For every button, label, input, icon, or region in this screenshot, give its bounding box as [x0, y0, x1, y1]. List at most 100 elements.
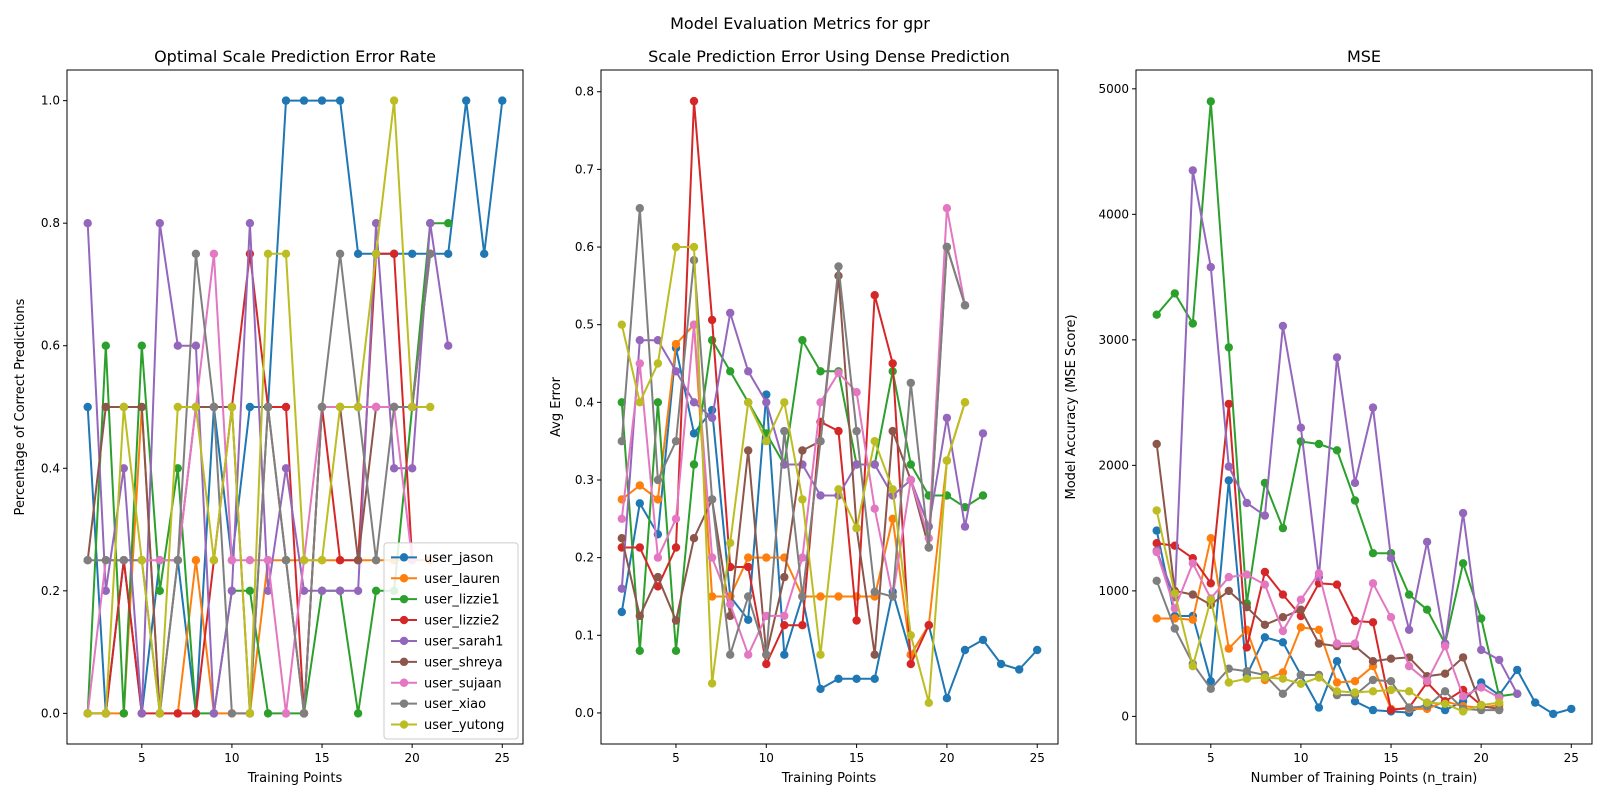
data-point: [942, 694, 952, 703]
data-point: [371, 402, 381, 412]
data-point: [335, 249, 345, 258]
data-point: [245, 402, 255, 412]
series-user_sujaan: [1152, 547, 1504, 702]
data-point: [1033, 645, 1042, 655]
data-point: [137, 341, 146, 350]
x-tick-label: 20: [1474, 751, 1489, 765]
data-point: [263, 709, 273, 718]
data-point: [263, 586, 273, 595]
data-point: [101, 556, 111, 565]
x-tick-label: 20: [405, 751, 420, 765]
x-tick-label: 25: [1030, 751, 1045, 765]
data-point: [888, 592, 897, 601]
data-point: [707, 315, 717, 325]
data-point: [1188, 662, 1198, 671]
y-axis-label: Percentage of Correct Predictions: [13, 298, 28, 515]
data-point: [1332, 353, 1342, 362]
data-point: [191, 709, 201, 718]
data-point: [371, 219, 381, 228]
data-point: [408, 464, 417, 473]
series-user_xiao: [617, 204, 970, 659]
data-point: [1260, 511, 1270, 520]
data-point: [671, 242, 681, 252]
data-point: [834, 592, 843, 601]
data-point: [1296, 670, 1306, 680]
data-point: [1332, 639, 1342, 648]
data-point: [389, 249, 399, 258]
data-point: [816, 650, 825, 659]
legend-marker: [399, 636, 409, 646]
data-point: [1152, 614, 1161, 623]
data-point: [707, 553, 717, 562]
data-point: [1015, 665, 1024, 674]
data-point: [1495, 655, 1504, 665]
data-point: [726, 600, 735, 609]
data-point: [1549, 709, 1558, 719]
legend-item-user_sarah1: user_sarah1: [391, 634, 503, 649]
data-point: [726, 611, 735, 621]
data-point: [1278, 674, 1288, 683]
data-point: [978, 491, 988, 500]
data-point: [707, 592, 717, 601]
data-point: [1440, 641, 1450, 651]
data-point: [942, 242, 952, 252]
data-point: [617, 514, 626, 523]
data-point: [1278, 689, 1288, 698]
data-point: [389, 464, 399, 473]
data-point: [689, 96, 699, 106]
y-tick-label: 2000: [1098, 458, 1129, 472]
x-tick-label: 25: [1564, 751, 1579, 765]
data-point: [635, 611, 644, 621]
data-point: [1188, 559, 1198, 568]
data-point: [83, 709, 92, 718]
data-point: [671, 616, 681, 625]
data-point: [119, 464, 128, 473]
data-point: [960, 645, 970, 655]
data-point: [1386, 677, 1396, 686]
data-point: [1152, 310, 1161, 319]
data-point: [671, 646, 681, 655]
data-point: [245, 219, 255, 228]
data-point: [281, 249, 291, 258]
data-point: [1224, 572, 1234, 582]
data-point: [1386, 613, 1396, 622]
data-point: [798, 553, 807, 562]
data-point: [1152, 439, 1161, 449]
data-point: [1260, 580, 1270, 589]
data-point: [635, 204, 644, 213]
data-point: [1206, 595, 1216, 604]
data-point: [1332, 580, 1342, 589]
data-point: [389, 96, 399, 105]
data-point: [906, 460, 915, 469]
series-line: [620, 207, 966, 656]
data-point: [726, 650, 735, 659]
data-point: [335, 402, 345, 412]
data-point: [245, 586, 255, 595]
data-point: [1332, 446, 1342, 455]
data-point: [798, 336, 807, 345]
data-point: [1170, 604, 1180, 613]
y-tick-label: 0.2: [41, 584, 60, 598]
data-point: [227, 402, 237, 412]
data-point: [83, 402, 92, 412]
data-point: [870, 437, 879, 446]
data-point: [798, 621, 807, 630]
data-point: [870, 504, 879, 513]
data-point: [335, 96, 345, 105]
data-point: [816, 367, 825, 376]
data-point: [173, 402, 182, 412]
data-point: [1422, 605, 1432, 614]
data-point: [798, 495, 807, 504]
legend-label: user_sarah1: [424, 634, 503, 649]
legend-label: user_shreya: [424, 655, 503, 670]
data-point: [317, 402, 327, 412]
data-point: [653, 359, 663, 368]
data-point: [852, 674, 861, 683]
data-point: [1170, 624, 1180, 633]
data-point: [852, 523, 861, 533]
data-point: [245, 709, 255, 718]
data-point: [1278, 321, 1288, 331]
data-point: [1170, 589, 1180, 598]
data-point: [155, 219, 164, 228]
